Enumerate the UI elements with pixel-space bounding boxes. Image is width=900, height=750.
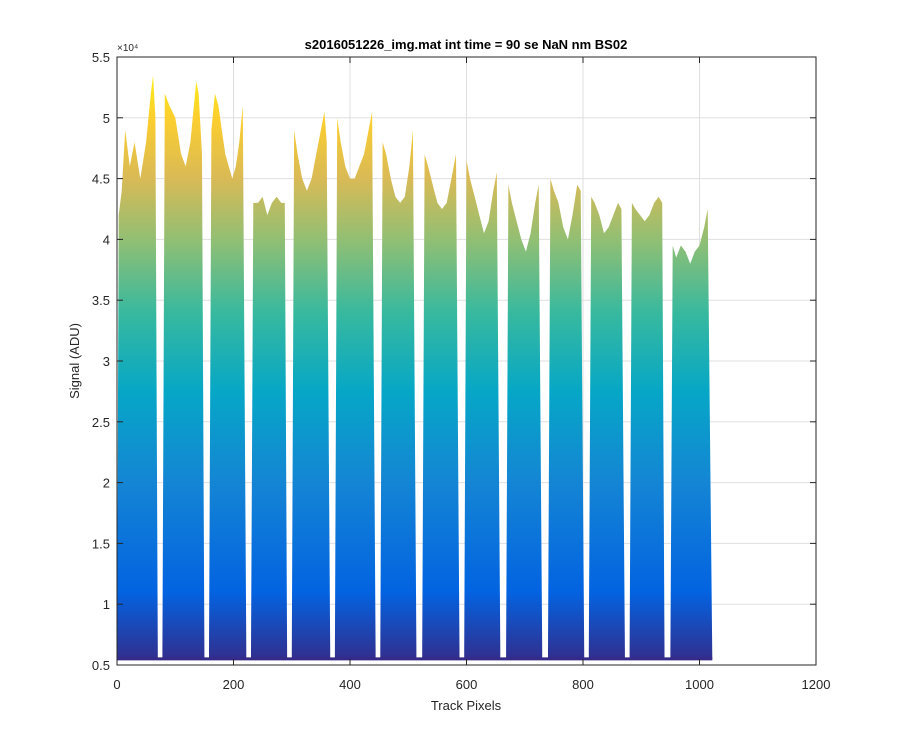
signal-segment-11 [548, 178, 585, 659]
y-tick-label: 5 [103, 111, 110, 126]
x-axis-ticks: 0 200 400 600 800 1000 1200 [113, 57, 830, 692]
signal-segment-10 [506, 184, 543, 659]
y-axis-label: Signal (ADU) [67, 323, 82, 399]
y-axis-ticks: 0.5 1 1.5 2 2.5 3 3.5 4 4.5 5 5.5 [92, 50, 816, 673]
y-tick-label: 4 [103, 232, 110, 247]
data-area-group [117, 75, 713, 661]
signal-segment-7 [380, 130, 417, 659]
y-tick-label: 2 [103, 476, 110, 491]
x-tick-label: 0 [113, 677, 120, 692]
y-tick-label: 1 [103, 597, 110, 612]
signal-segment-14 [670, 209, 713, 659]
x-tick-label: 1000 [685, 677, 714, 692]
y-tick-label: 1.5 [92, 536, 110, 551]
x-tick-label: 1200 [802, 677, 831, 692]
signal-segment-4 [251, 196, 288, 659]
y-tick-label: 0.5 [92, 658, 110, 673]
signal-segment-13 [629, 196, 665, 659]
x-tick-label: 200 [223, 677, 245, 692]
signal-segment-12 [588, 196, 625, 659]
x-axis-label: Track Pixels [431, 698, 502, 713]
signal-segment-1 [117, 75, 158, 659]
signal-segment-3 [209, 93, 247, 659]
signal-segment-8 [422, 154, 460, 659]
chart-title: s2016051226_img.mat int time = 90 se NaN… [305, 37, 628, 52]
signal-segment-9 [464, 160, 501, 659]
x-tick-label: 800 [572, 677, 594, 692]
x-tick-label: 600 [456, 677, 478, 692]
signal-segment-6 [334, 111, 376, 659]
y-tick-label: 3.5 [92, 293, 110, 308]
y-tick-label: 3 [103, 354, 110, 369]
x-tick-label: 400 [339, 677, 361, 692]
y-tick-label: 5.5 [92, 50, 110, 65]
signal-segment-2 [162, 81, 205, 659]
y-tick-label: 4.5 [92, 172, 110, 187]
y-tick-label: 2.5 [92, 415, 110, 430]
y-exponent-label: ×10⁴ [117, 43, 138, 54]
signal-segment-5 [291, 111, 331, 659]
